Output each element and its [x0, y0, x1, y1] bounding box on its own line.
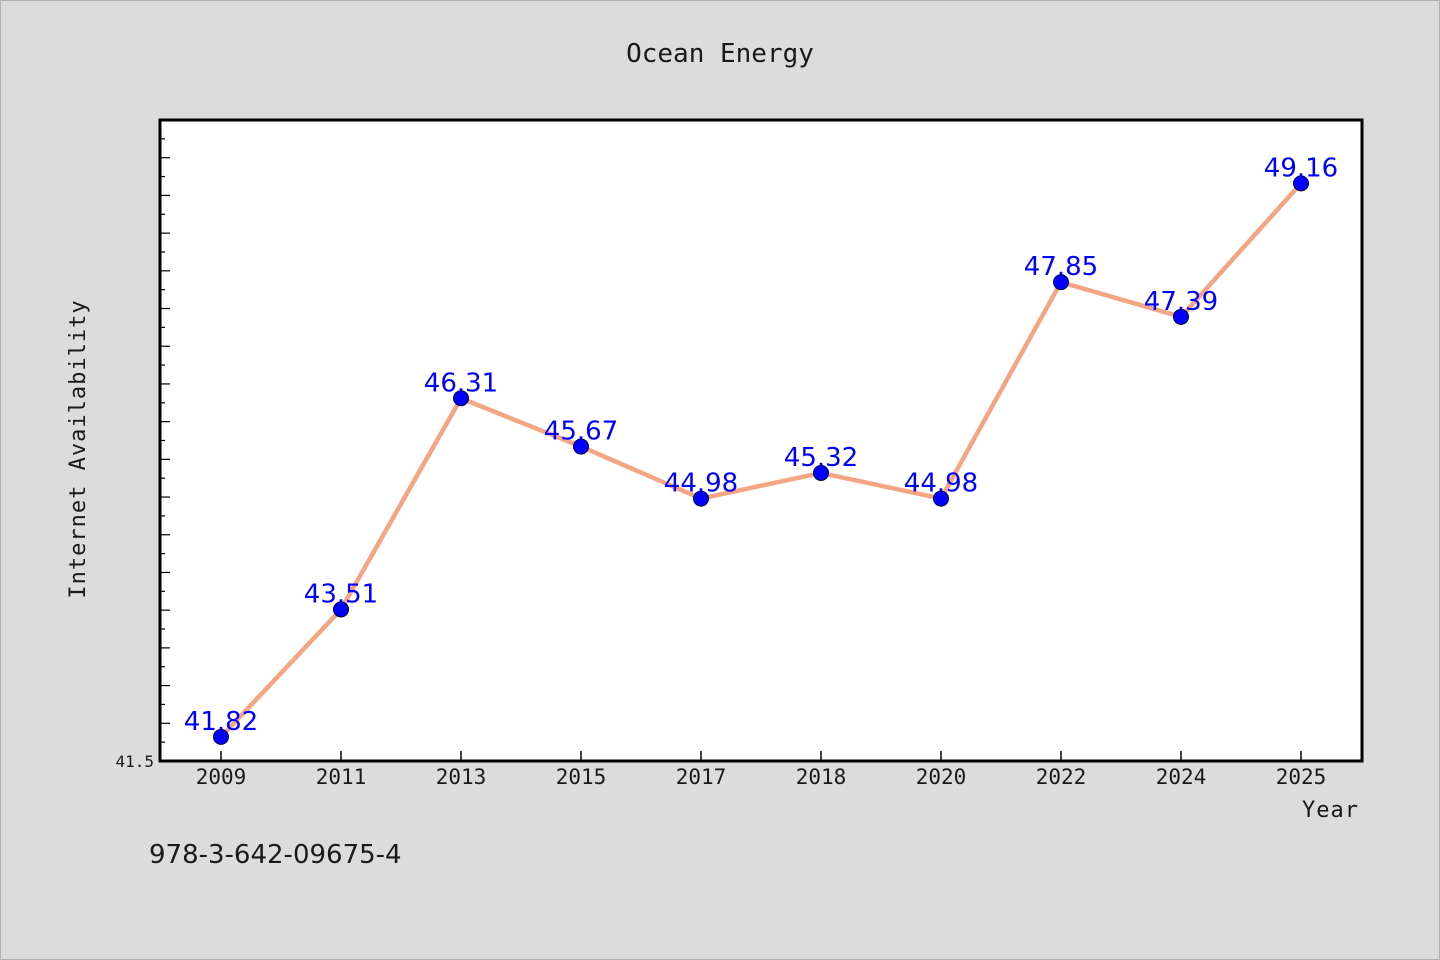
data-label: 44.98 — [664, 469, 738, 499]
data-label: 47.85 — [1024, 252, 1098, 282]
x-tick-label: 2022 — [1036, 765, 1087, 789]
y-axis-label: Internet Availability — [66, 299, 91, 598]
data-point — [573, 438, 589, 455]
chart-title: Ocean Energy — [626, 39, 814, 69]
data-label: 44.98 — [904, 469, 978, 499]
data-label: 43.51 — [304, 579, 378, 609]
x-tick-label: 2017 — [676, 765, 727, 789]
data-point — [933, 490, 949, 507]
data-point — [1173, 308, 1189, 325]
plot-area — [158, 118, 1364, 763]
x-tick-label: 2011 — [316, 765, 367, 789]
y-min-tick-label: 41.5 — [115, 752, 154, 771]
data-point — [333, 601, 349, 618]
footnote-isbn: 978-3-642-09675-4 — [149, 840, 402, 870]
data-label: 41.82 — [184, 707, 258, 737]
data-label: 45.67 — [544, 417, 618, 447]
x-axis-label: Year — [1302, 798, 1359, 823]
x-tick-label: 2009 — [196, 765, 247, 789]
y-axis-ticks — [160, 138, 170, 743]
data-label: 45.32 — [784, 443, 858, 473]
data-point — [1053, 274, 1069, 291]
data-label: 49.16 — [1264, 153, 1338, 183]
x-tick-label: 2020 — [916, 765, 967, 789]
data-label: 47.39 — [1144, 287, 1218, 317]
x-tick-label: 2018 — [796, 765, 847, 789]
data-point — [1293, 175, 1309, 192]
series-line — [218, 181, 1304, 740]
data-point — [213, 728, 229, 745]
x-tick-label: 2015 — [556, 765, 607, 789]
x-axis-ticks: 2009 2011 2013 2015 2017 2018 2020 2022 2024 2025 — [196, 751, 1327, 789]
x-tick-label: 2013 — [436, 765, 487, 789]
data-point — [453, 390, 469, 407]
data-point — [693, 490, 709, 507]
x-tick-label: 2024 — [1156, 765, 1207, 789]
series-layer: 41.82 43.51 46.31 45.67 44.98 45.32 44.98 47.85… — [184, 153, 1338, 745]
x-tick-label: 2025 — [1276, 765, 1327, 789]
data-point — [813, 464, 829, 481]
data-label: 46.31 — [424, 368, 498, 398]
